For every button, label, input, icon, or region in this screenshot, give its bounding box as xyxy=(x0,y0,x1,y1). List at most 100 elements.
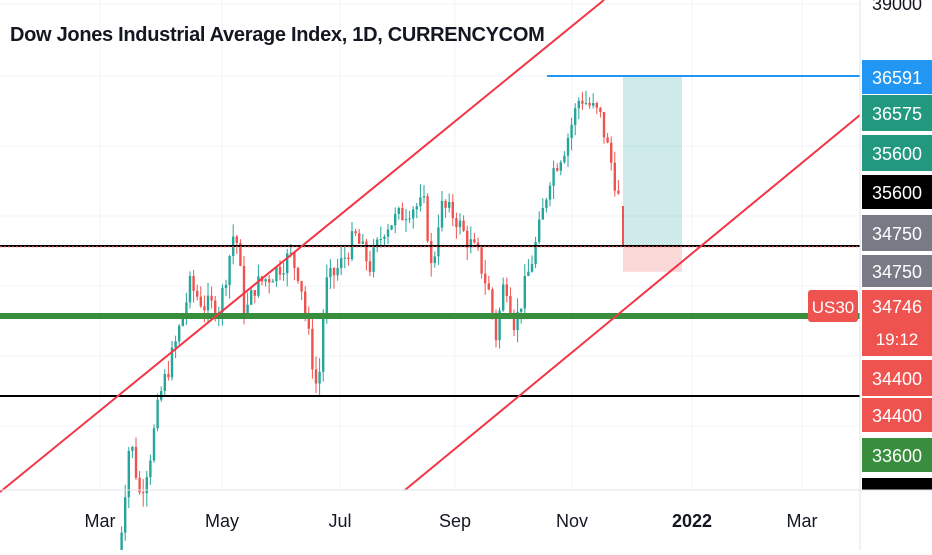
candle-body xyxy=(390,225,393,230)
candle-body xyxy=(163,373,166,391)
candle-body xyxy=(271,281,274,283)
price-tag-label: 36591 xyxy=(872,68,922,88)
candle-body xyxy=(437,227,440,257)
position-profit-zone[interactable] xyxy=(623,76,682,247)
candle-body xyxy=(214,300,217,317)
candle-body xyxy=(566,137,570,156)
price-tag[interactable] xyxy=(862,95,932,131)
candle-body xyxy=(221,287,224,313)
candle-body xyxy=(592,103,595,106)
candle-body xyxy=(124,497,127,533)
price-tag[interactable] xyxy=(862,360,932,396)
candle-body xyxy=(246,304,249,315)
candle-body xyxy=(152,428,156,461)
candle-body xyxy=(120,532,123,555)
candle-body xyxy=(602,112,606,138)
price-tag[interactable] xyxy=(862,290,932,356)
channel-upper-line[interactable] xyxy=(0,0,605,493)
candle-body xyxy=(530,263,534,272)
candle-body xyxy=(516,311,519,331)
price-tag-label: 34400 xyxy=(872,369,922,389)
candle-body xyxy=(498,310,501,341)
candle-body xyxy=(368,261,372,272)
candle-body xyxy=(224,284,228,288)
candle-body xyxy=(444,200,447,208)
candle-body xyxy=(595,103,598,108)
price-tag[interactable] xyxy=(862,60,932,94)
candle-body xyxy=(563,155,566,163)
price-axis[interactable]: 39000 36591 36575 35600 35600 34750 34750 34746… xyxy=(808,0,932,550)
candle-body xyxy=(469,239,472,248)
candle-body xyxy=(275,266,278,282)
candle-body xyxy=(268,279,271,283)
candle-body xyxy=(329,268,332,278)
symbol-tag[interactable] xyxy=(808,290,858,322)
candle-body xyxy=(512,313,516,331)
candle-body xyxy=(199,296,202,307)
candle-body xyxy=(422,196,426,198)
candle-body xyxy=(196,290,199,297)
price-tag[interactable] xyxy=(862,215,932,251)
channel-lower-line[interactable] xyxy=(404,114,861,491)
price-tick-label: 39000 xyxy=(872,0,922,14)
candle-body xyxy=(480,247,483,274)
time-tick-label: Mar xyxy=(85,511,116,531)
candle-body xyxy=(606,137,609,143)
candle-body xyxy=(142,492,145,494)
candle-body xyxy=(332,268,336,276)
candle-body xyxy=(588,102,591,106)
candle-body xyxy=(487,283,490,290)
candle-body xyxy=(149,460,152,478)
time-tick-label: Mar xyxy=(787,511,818,531)
long-position-tool[interactable] xyxy=(623,76,682,272)
candle-body xyxy=(379,239,382,241)
price-tag[interactable] xyxy=(862,175,932,209)
candle-body xyxy=(210,295,213,301)
candle-body xyxy=(509,295,512,314)
candle-body xyxy=(491,289,494,313)
price-tag[interactable] xyxy=(862,438,932,472)
candle-body xyxy=(397,207,400,214)
candle-body xyxy=(577,100,580,109)
candle-body xyxy=(347,257,350,260)
candle-body xyxy=(188,275,192,303)
candle-body xyxy=(484,273,487,284)
candle-body xyxy=(318,371,321,384)
candle-body xyxy=(599,107,602,113)
time-axis[interactable]: Mar May Jul Sep Nov 2022 Mar xyxy=(0,489,932,531)
price-tag[interactable] xyxy=(862,135,932,171)
position-stop-zone[interactable] xyxy=(623,246,682,272)
candle-body xyxy=(145,477,148,494)
candle-body xyxy=(534,241,537,264)
price-tag-label: 35600 xyxy=(872,144,922,164)
candle-body xyxy=(383,236,386,240)
candle-body xyxy=(505,284,508,296)
price-tag[interactable] xyxy=(862,255,932,287)
horizontal-levels[interactable] xyxy=(0,75,860,397)
candle-body xyxy=(610,142,613,163)
candle-body xyxy=(354,231,357,234)
price-tag[interactable] xyxy=(862,398,932,432)
candle-body xyxy=(343,257,346,259)
candle-body xyxy=(156,399,159,429)
time-tick-label: Nov xyxy=(556,511,588,531)
candle-body xyxy=(584,102,588,104)
candle-body xyxy=(282,273,285,275)
candle-body xyxy=(408,218,411,220)
candle-body xyxy=(462,220,465,231)
candle-body xyxy=(340,258,343,268)
candle-body xyxy=(523,275,526,309)
candle-body xyxy=(358,233,361,244)
candle-body xyxy=(476,242,480,248)
candle-body xyxy=(394,213,397,226)
candle-body xyxy=(559,162,562,171)
candle-body xyxy=(311,328,314,370)
candle-body xyxy=(235,236,238,243)
candle-body xyxy=(419,197,422,207)
price-channel[interactable] xyxy=(0,0,861,493)
candle-body xyxy=(286,253,289,274)
candle-body xyxy=(433,256,436,264)
price-tag-label: 35600 xyxy=(872,183,922,203)
